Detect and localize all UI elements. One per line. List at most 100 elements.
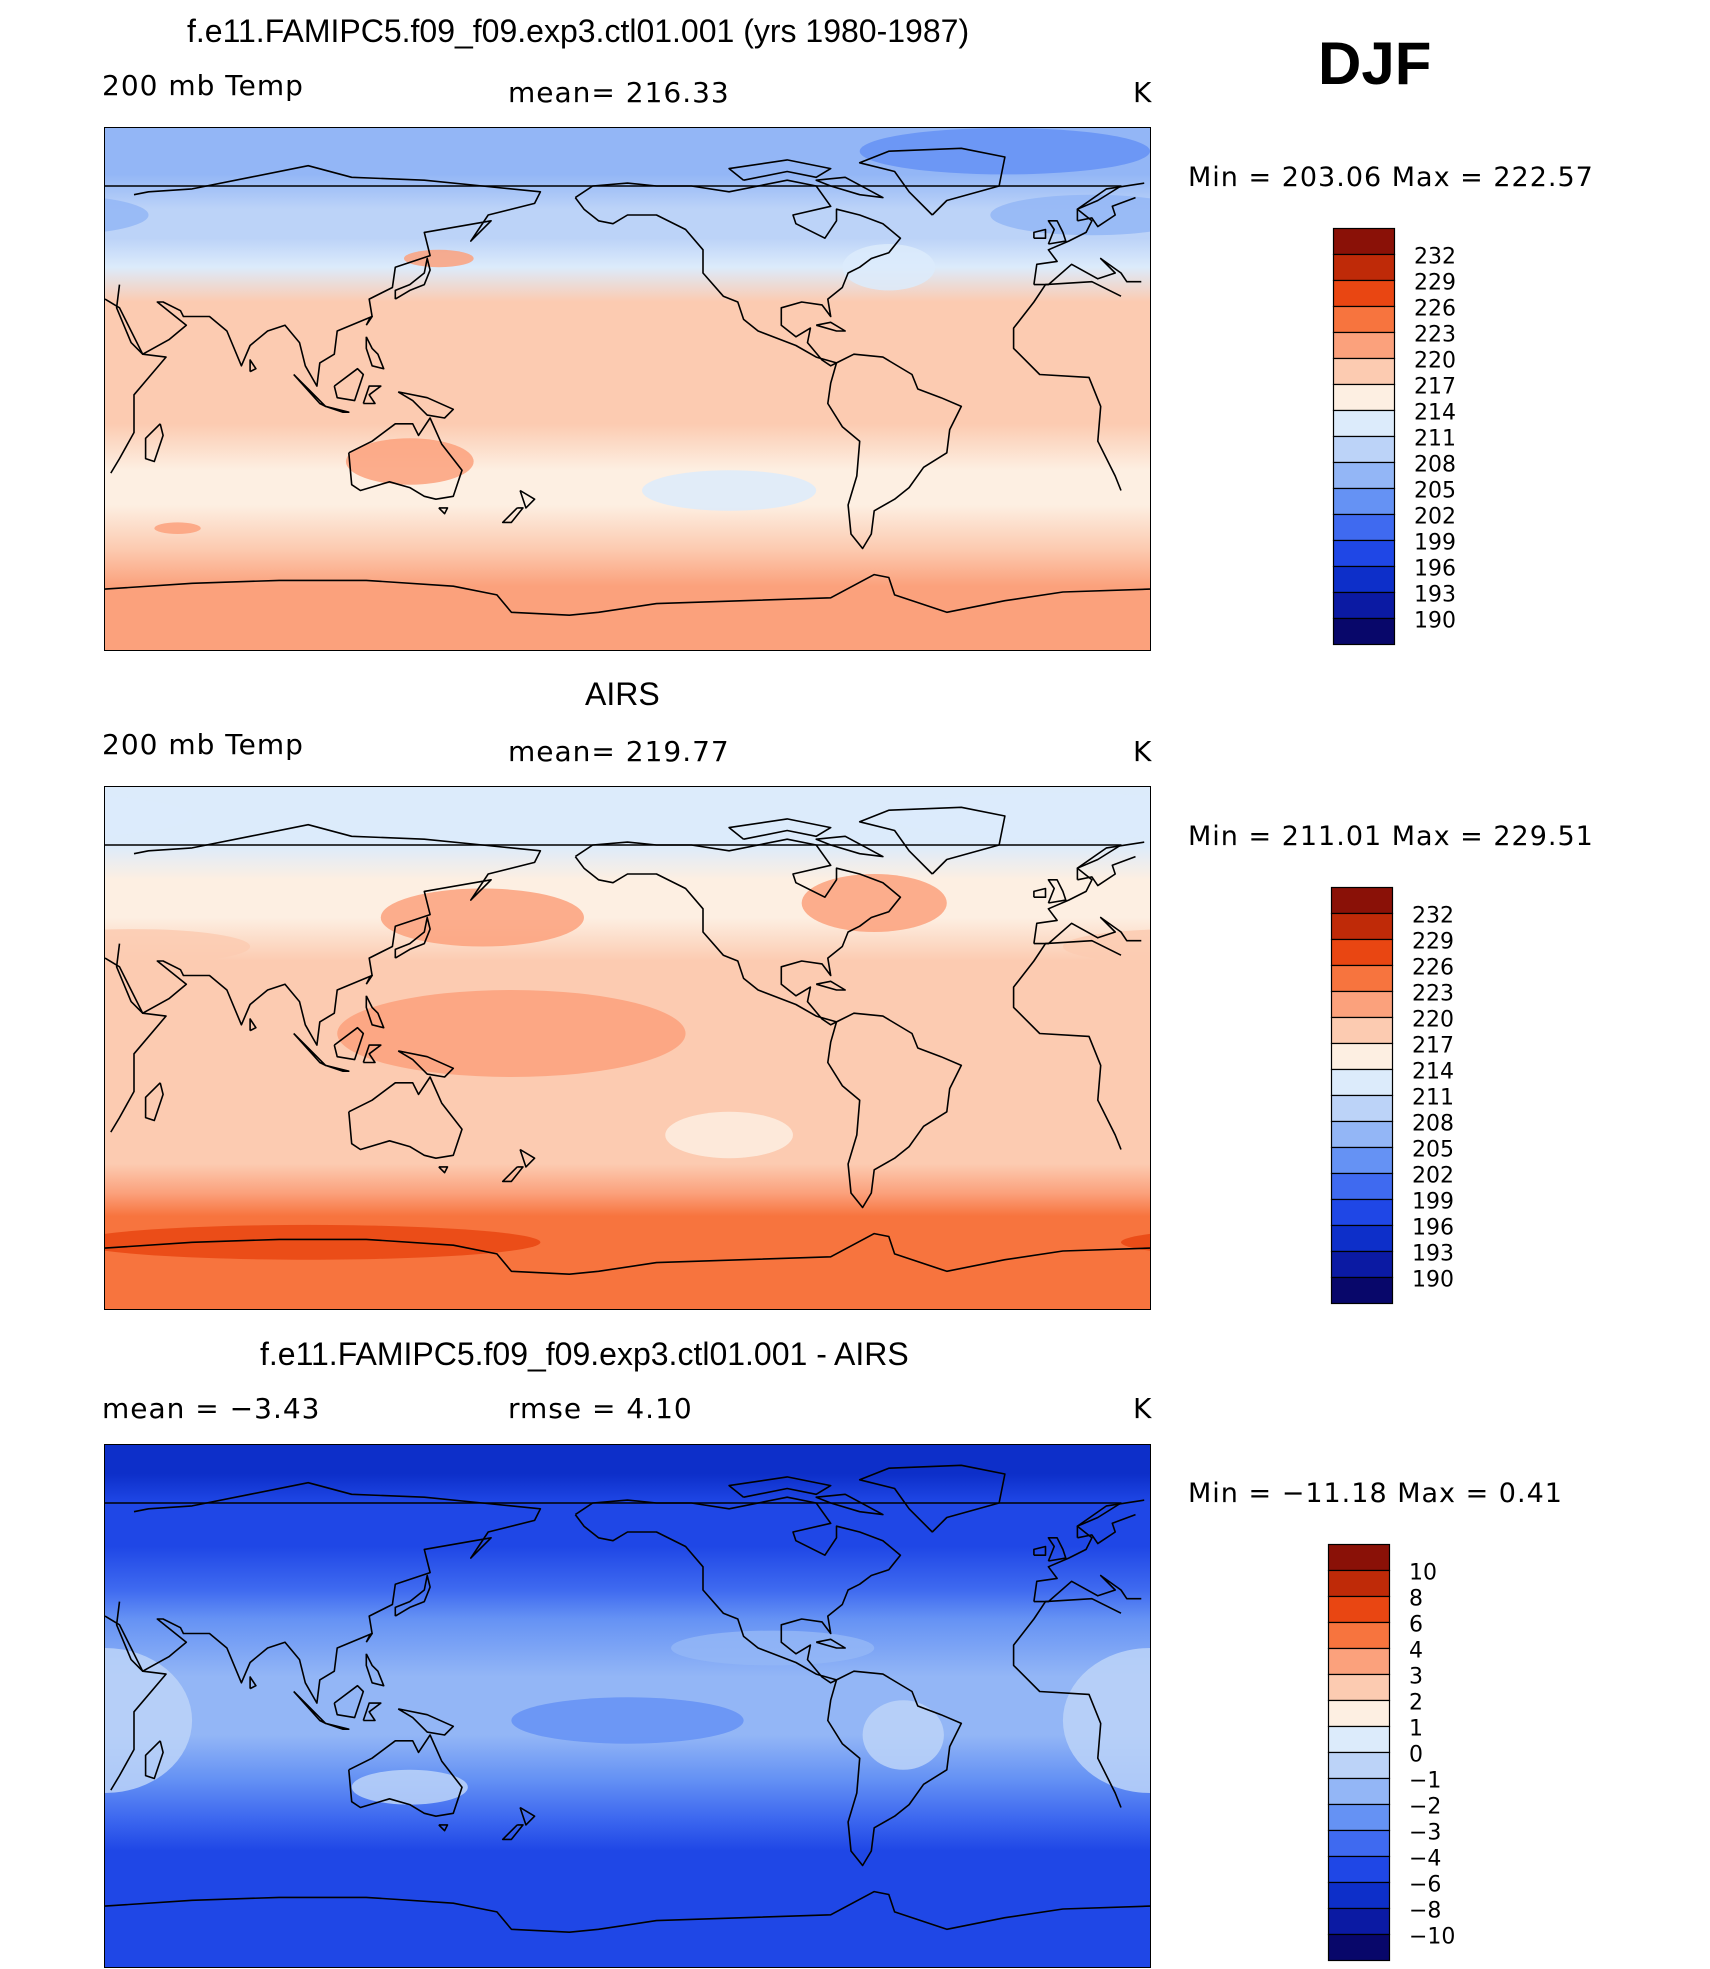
colorbar-3-swatch-4 [1327, 1647, 1391, 1676]
colorbar-2-swatch-7 [1330, 1068, 1394, 1097]
coastline-10-0 [333, 367, 365, 402]
colorbar-3-tick-label: 0 [1409, 1743, 1423, 1768]
colorbar-1-swatch-7 [1332, 409, 1396, 438]
colorbar-2-tick-label: 196 [1412, 1216, 1454, 1241]
panel-1-map-svg [105, 128, 1150, 650]
coastline-5-0 [1077, 855, 1136, 887]
coastline-20-0 [858, 1464, 1006, 1533]
coastline-0-1 [1012, 1597, 1122, 1808]
panel-2-colorbar: 232 229 226 223 220 217 214 211 208 205 202 199 196 1… [1330, 886, 1481, 1305]
field-diff-region-0-wrap [1062, 1648, 1150, 1793]
colorbar-3-tick-label: 1 [1409, 1717, 1423, 1742]
panel-1-min-max: Min = 203.06 Max = 222.57 [1188, 162, 1594, 193]
field-diff-region-1 [351, 1769, 468, 1805]
coastline-22-0 [815, 1493, 884, 1516]
field-obs-region-6 [105, 1224, 541, 1260]
coastline-16-0 [438, 507, 449, 515]
colorbar-3-tick-label: −1 [1409, 1769, 1441, 1794]
coastline-21-0 [728, 159, 832, 181]
colorbar-3-tick-label: 2 [1409, 1691, 1423, 1716]
coastline-20-0 [858, 147, 1006, 216]
colorbar-3-swatch-3 [1327, 1621, 1391, 1650]
colorbar-1-tick-label: 214 [1414, 401, 1456, 426]
coastline-11-0 [325, 1064, 350, 1072]
colorbar-1-tick-label: 211 [1414, 427, 1456, 452]
coastline-5-0 [1077, 196, 1136, 228]
colorbar-3-tick-label: 3 [1409, 1665, 1423, 1690]
colorbar-3-tick-label: −6 [1409, 1873, 1441, 1898]
panel-2-units: K [1133, 735, 1153, 768]
field-model-region-4 [154, 522, 201, 534]
field-diff-region-3 [671, 1630, 875, 1666]
colorbar-3-swatch-13 [1327, 1881, 1391, 1910]
coastline-5-1 [105, 1502, 1122, 1538]
coastline-12-0 [362, 1044, 382, 1064]
colorbar-1-swatch-10 [1332, 487, 1396, 516]
colorbar-3-swatch-5 [1327, 1673, 1391, 1702]
colorbar-2-tick-label: 229 [1412, 930, 1454, 955]
coastline-3-0 [1047, 1537, 1067, 1562]
colorbar-2-tick-label: 193 [1412, 1242, 1454, 1267]
colorbar-2-tick-label: 205 [1412, 1138, 1454, 1163]
panel-1-mean-label: mean= 216.33 [508, 76, 730, 109]
coastline-11-0 [325, 405, 350, 413]
field-model-region-0 [345, 438, 474, 485]
colorbar-2-swatch-8 [1330, 1094, 1394, 1123]
colorbar-3-swatch-6 [1327, 1699, 1391, 1728]
coastline-23-0 [815, 321, 846, 332]
colorbar-2-swatch-11 [1330, 1172, 1394, 1201]
coastline-12-0 [362, 1702, 382, 1722]
colorbar-2-tick-label: 226 [1412, 956, 1454, 981]
coastline-4-0 [1033, 1545, 1047, 1556]
colorbar-1-swatch-9 [1332, 461, 1396, 490]
coastline-18-0 [501, 1824, 524, 1841]
coastline-13-0 [397, 391, 455, 419]
coastlines [105, 147, 1150, 616]
field-model-region-1 [403, 249, 474, 268]
colorbar-2-tick-label: 220 [1412, 1008, 1454, 1033]
panel-2-map-svg [105, 787, 1150, 1309]
coastline-10-0 [333, 1684, 365, 1719]
colorbar-3-swatch-15 [1327, 1933, 1391, 1962]
coastline-22-0 [815, 835, 884, 858]
field-model-region-6-wrap [105, 198, 149, 232]
colorbar-2-swatch-1 [1330, 912, 1394, 941]
colorbar-2-tick-label: 208 [1412, 1112, 1454, 1137]
field-obs-region-5 [888, 792, 1150, 840]
coastline-7-0 [249, 1676, 257, 1690]
colorbar-3-tick-label: 8 [1409, 1587, 1423, 1612]
coastline-4-0 [1033, 228, 1047, 239]
coastline-20-0 [858, 806, 1006, 875]
colorbar-3-tick-label: 10 [1409, 1561, 1437, 1586]
colorbar-1-tick-label: 205 [1414, 479, 1456, 504]
coastline-5-1 [105, 844, 1122, 880]
colorbar-3-swatch-1 [1327, 1569, 1391, 1598]
colorbar-1-tick-label: 208 [1414, 453, 1456, 478]
colorbar-1-swatch-6 [1332, 383, 1396, 412]
colorbar-3-swatch-9 [1327, 1777, 1391, 1806]
coastline-25-0 [105, 573, 1150, 616]
colorbar-2-tick-label: 211 [1412, 1086, 1454, 1111]
coastline-17-0 [519, 489, 536, 509]
colorbar-1-swatch-3 [1332, 305, 1396, 334]
colorbar-2-tick-label: 199 [1412, 1190, 1454, 1215]
colorbar-2-swatch-10 [1330, 1146, 1394, 1175]
colorbar-2-swatch-15 [1330, 1276, 1394, 1305]
colorbar-3-tick-label: −3 [1409, 1821, 1441, 1846]
coastline-3-0 [1047, 879, 1067, 904]
colorbar-3-swatch-10 [1327, 1803, 1391, 1832]
coastline-2-0 [1033, 841, 1145, 944]
colorbar-3-swatch-7 [1327, 1725, 1391, 1754]
season-label: DJF [1318, 30, 1432, 97]
colorbar-1-tick-label: 202 [1414, 505, 1456, 530]
colorbar-3-tick-label: −8 [1409, 1899, 1441, 1924]
coastline-0-1 [1012, 280, 1122, 491]
colorbar-1-tick-label: 226 [1414, 297, 1456, 322]
colorbar-3-swatch-12 [1327, 1855, 1391, 1884]
panel-2-variable-label: 200 mb Temp [102, 728, 304, 761]
coastline-17-0 [519, 1806, 536, 1826]
coastline-0-0 [105, 957, 167, 1133]
coastline-18-0 [501, 1166, 524, 1183]
coastline-0-1 [1012, 939, 1122, 1150]
